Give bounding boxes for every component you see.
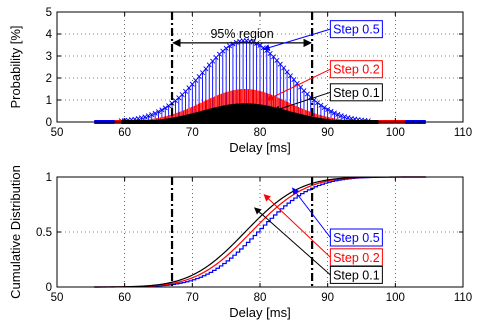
cdf-x-tick-label: 50: [51, 292, 64, 304]
bar-marker: [321, 104, 327, 111]
probability-y-tick-label: 3: [46, 51, 52, 63]
probability-x-tick-label: 60: [118, 127, 131, 139]
bar-marker: [328, 108, 334, 114]
bar-marker: [314, 100, 321, 106]
callout-label: Step 0.5: [333, 231, 380, 245]
bar-marker: [331, 110, 337, 116]
bar-marker: [149, 112, 155, 118]
cdf-x-tick-label: 90: [321, 292, 334, 304]
cdf-x-tick-label: 110: [454, 292, 472, 304]
callout-label: Step 0.2: [333, 63, 380, 77]
callout-arrow: [272, 91, 331, 113]
bar-marker: [318, 102, 324, 108]
bar-marker: [335, 111, 341, 117]
cdf-y-tick-label: 0: [46, 282, 52, 294]
bar-marker: [166, 103, 172, 109]
bar-marker: [162, 105, 168, 111]
cdf-x-tick-label: 100: [386, 292, 405, 304]
probability-y-tick-label: 5: [46, 7, 52, 19]
callout-arrow: [292, 187, 331, 238]
cdf-x-tick-label: 60: [118, 292, 131, 304]
callout-label: Step 0.5: [333, 23, 380, 37]
probability-y-tick-label: 0: [46, 117, 52, 129]
probability-x-tick-label: 100: [386, 127, 405, 139]
probability-y-tick-label: 4: [46, 29, 53, 41]
cdf-y-tick-label: 1: [46, 172, 52, 184]
cdf-x-tick-label: 80: [254, 292, 267, 304]
bar-marker: [338, 113, 344, 119]
cdf-x-tick-label: 70: [186, 292, 199, 304]
callout-label: Step 0.1: [333, 86, 380, 100]
probability-x-tick-label: 70: [186, 127, 199, 139]
cdf-x-axis-label: Delay [ms]: [229, 305, 290, 320]
probability-y-tick-label: 1: [46, 95, 52, 107]
probability-y-tick-label: 2: [46, 73, 52, 85]
callout-arrow: [263, 194, 331, 258]
bar-marker: [325, 106, 331, 113]
probability-x-tick-label: 90: [321, 127, 334, 139]
cdf-chart: 50 60 70 80 90 100 110 0 0.5 1 Delay [ms] Cumulat…: [8, 165, 472, 320]
probability-chart: 50 60 70 80 90 100 110 0 1 2 3 4 5 Delay [ms] Probab…: [8, 7, 472, 155]
callout-arrow: [262, 28, 331, 51]
region-label: 95% region: [210, 27, 273, 41]
bar-marker: [152, 110, 158, 116]
callout-label: Step 0.1: [333, 268, 380, 282]
bar-marker: [145, 113, 151, 119]
callout-arrow: [254, 207, 331, 276]
bar-marker: [142, 114, 148, 120]
probability-x-tick-label: 110: [454, 127, 472, 139]
cdf-y-axis-label: Cumulative Distribution: [8, 165, 23, 299]
probability-y-axis-label: Probability [%]: [8, 25, 23, 108]
probability-x-tick-label: 50: [51, 127, 64, 139]
callout-label: Step 0.2: [333, 251, 380, 265]
cdf-y-tick-label: 0.5: [36, 227, 52, 239]
callout-arrow: [266, 68, 331, 101]
bar-marker: [159, 107, 165, 113]
probability-x-tick-label: 80: [254, 127, 267, 139]
bar-marker: [155, 109, 162, 115]
probability-x-axis-label: Delay [ms]: [229, 140, 290, 155]
